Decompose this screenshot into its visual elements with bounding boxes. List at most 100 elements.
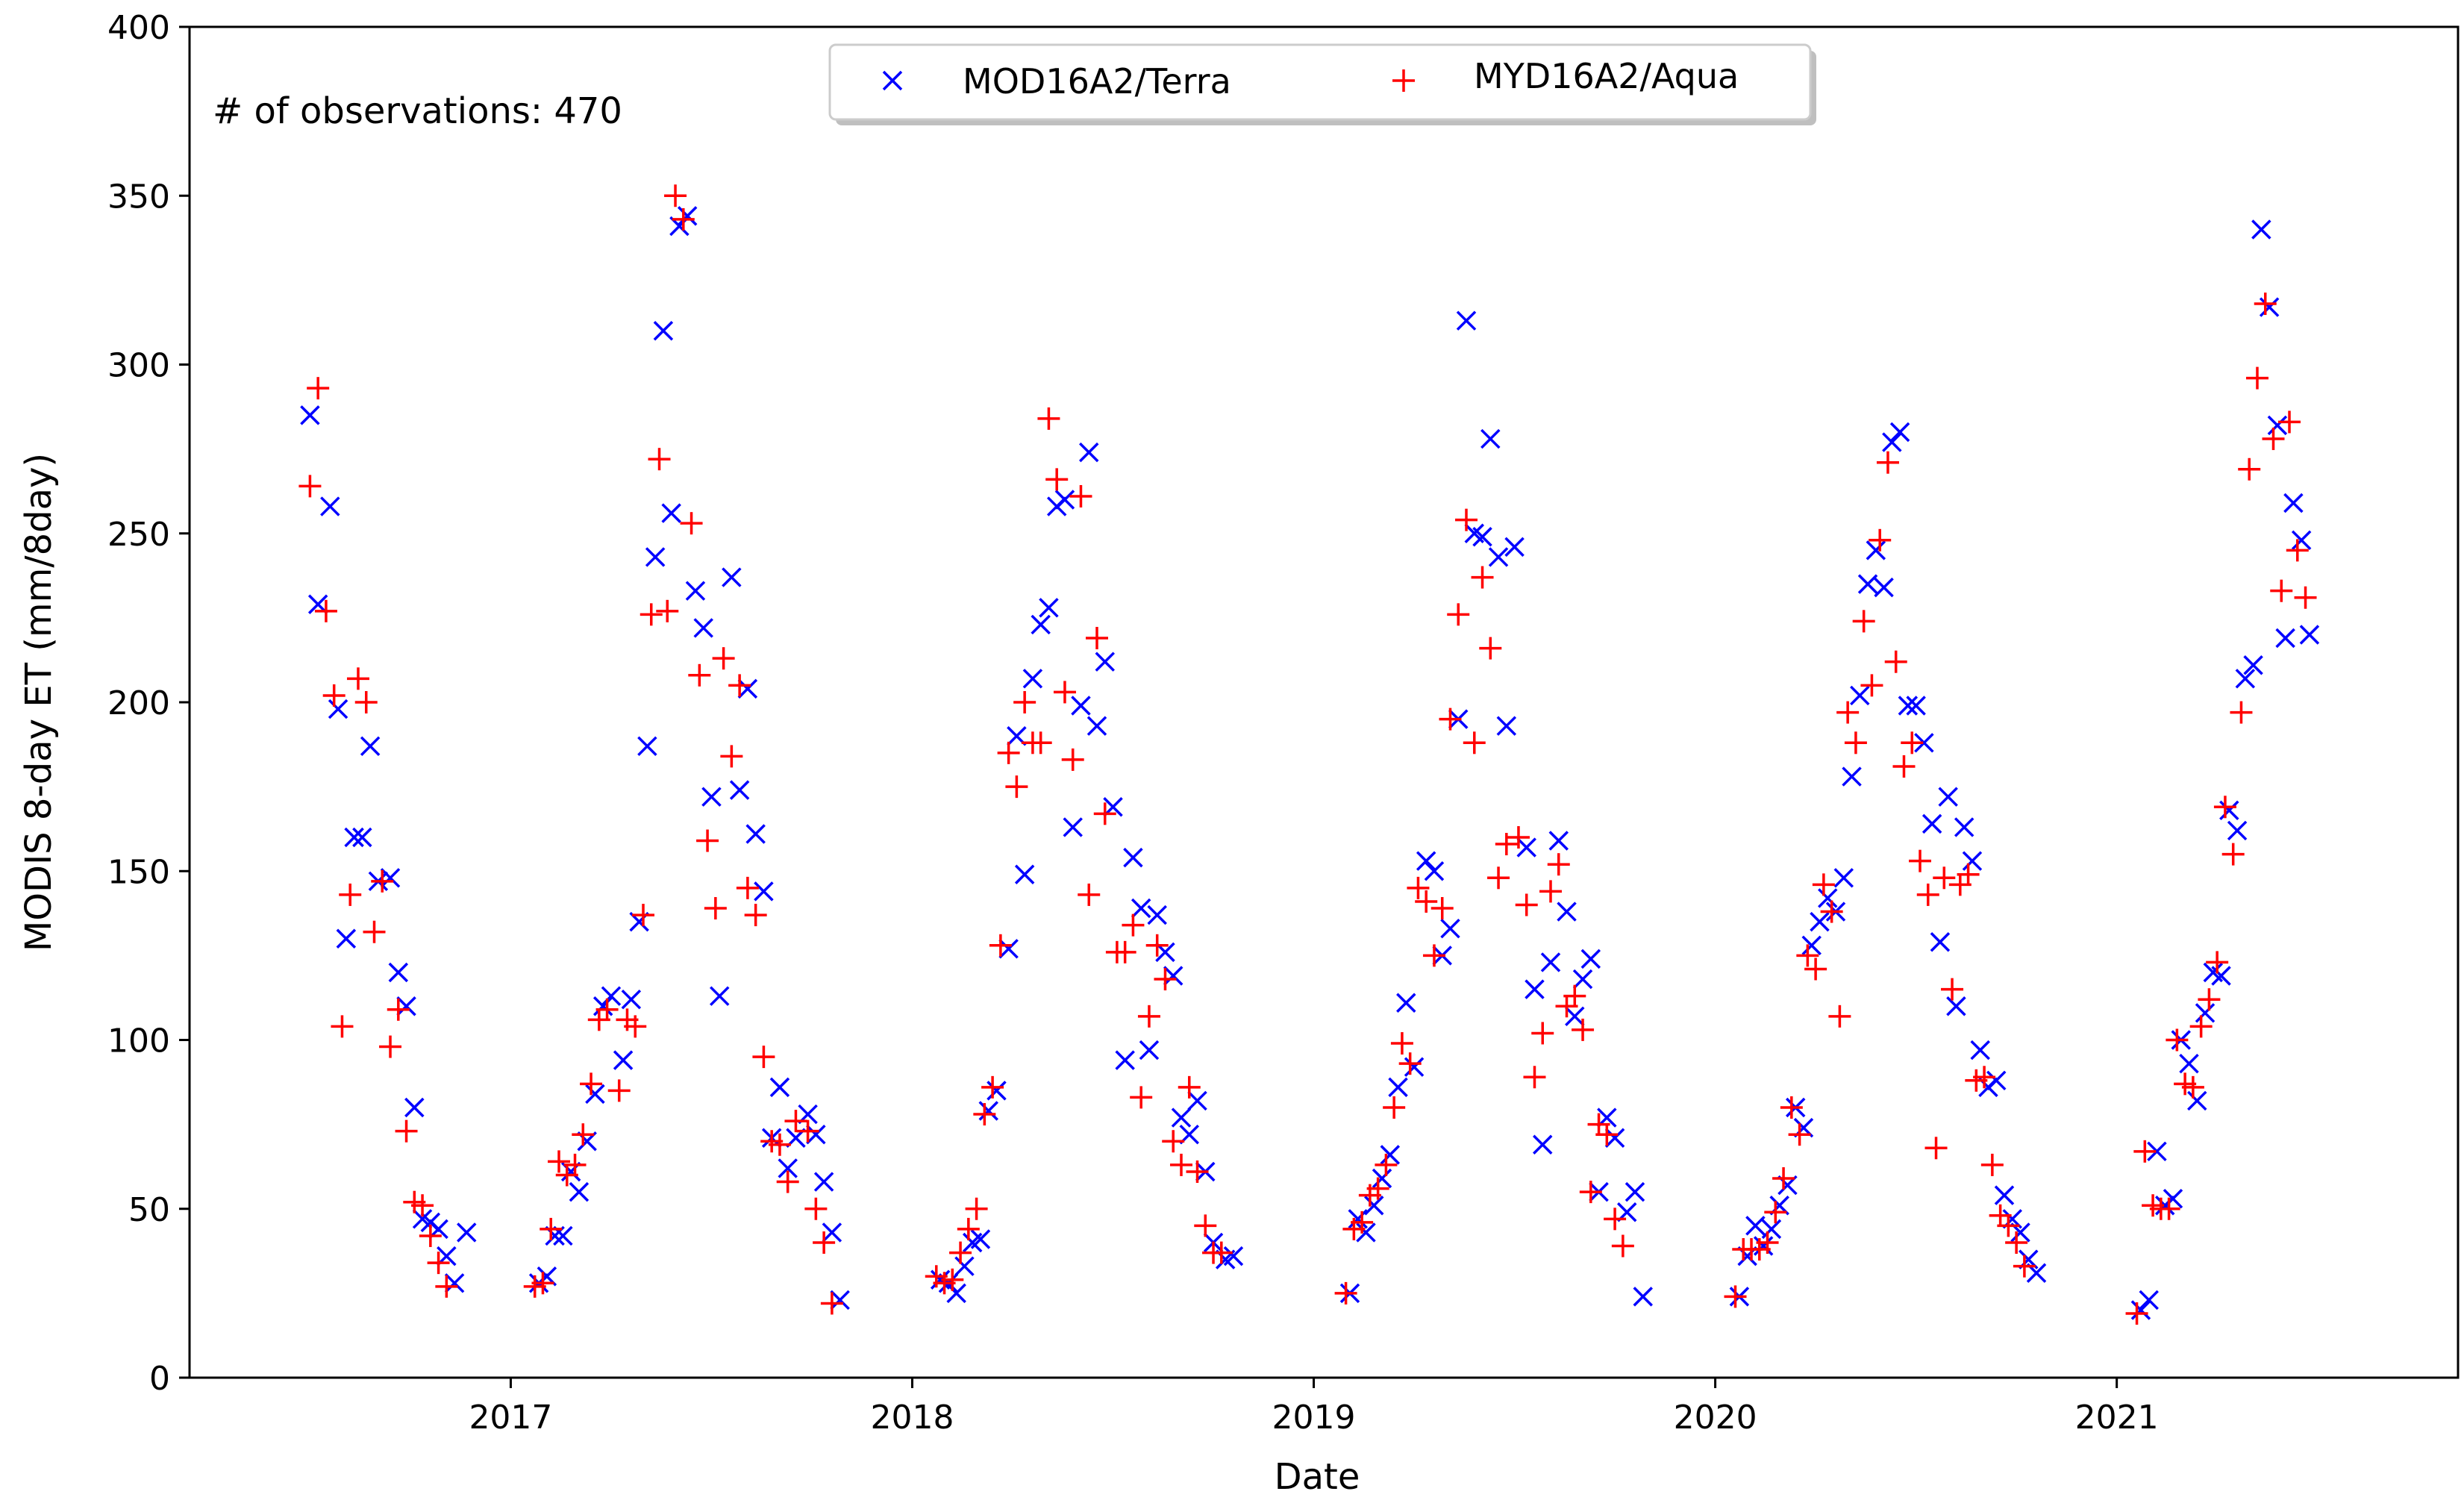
aqua-point (1407, 876, 1430, 899)
terra-point (300, 405, 320, 425)
terra-point (1866, 540, 1886, 560)
terra-point (1604, 1128, 1625, 1148)
terra-point (1633, 1287, 1653, 1307)
terra-point (1994, 1185, 2015, 1205)
terra-point (729, 780, 750, 800)
y-tick-label: 100 (107, 1022, 170, 1060)
aqua-point (1154, 968, 1177, 991)
terra-point (1039, 598, 1059, 618)
observation-count-annotation: # of observations: 470 (213, 90, 622, 132)
aqua-point (435, 1275, 458, 1298)
aqua-point (427, 1252, 450, 1275)
terra-point (2139, 1290, 2159, 1310)
aqua-point (1515, 893, 1538, 916)
terra-point (592, 996, 613, 1016)
terra-point (320, 496, 340, 516)
terra-point (1572, 969, 1593, 990)
terra-point (2275, 628, 2295, 649)
aqua-point (1122, 913, 1145, 937)
terra-point (1962, 851, 1983, 871)
aqua-point (1892, 755, 1916, 778)
aqua-point (1398, 1052, 1422, 1075)
aqua-point (540, 1217, 563, 1240)
aqua-point (1390, 1032, 1413, 1055)
terra-point (2299, 625, 2320, 645)
terra-point (1054, 490, 1075, 510)
legend-aqua-marker (1392, 69, 1415, 92)
terra-point (1488, 547, 1509, 567)
aqua-point (1086, 627, 1108, 650)
aqua-point (768, 1133, 791, 1156)
aqua-point (1844, 731, 1867, 755)
aqua-point (2221, 843, 2245, 866)
terra-point (2147, 1141, 2167, 1162)
aqua-point (1780, 1096, 1803, 1119)
terra-point (998, 939, 1019, 959)
aqua-point (1924, 1137, 1948, 1160)
terra-point (813, 1172, 834, 1192)
aqua-point (2181, 1075, 2204, 1099)
terra-point (1086, 716, 1107, 736)
aqua-point (2157, 1197, 2180, 1220)
aqua-point (1487, 866, 1510, 890)
terra-point (1372, 1168, 1392, 1189)
terra-point (2235, 669, 2256, 689)
aqua-point (1901, 731, 1924, 755)
aqua-point (1507, 826, 1530, 849)
terra-point (778, 1158, 798, 1178)
aqua-point (704, 897, 727, 920)
terra-point (1889, 422, 1910, 443)
aqua-point (1029, 731, 1052, 755)
aqua-point (1415, 890, 1438, 913)
terra-point (1480, 428, 1501, 449)
terra-point (946, 1283, 966, 1304)
terra-point (1938, 787, 1958, 807)
aqua-point (548, 1150, 571, 1173)
terra-point (1946, 996, 1966, 1016)
terra-point (822, 1222, 842, 1243)
aqua-point (813, 1231, 836, 1254)
terra-point (2195, 1003, 2216, 1023)
aqua-point (314, 599, 337, 622)
terra-point (2283, 493, 2304, 513)
terra-point (1139, 1040, 1160, 1060)
aqua-point (346, 667, 369, 690)
aqua-point (572, 1123, 595, 1146)
terra-point (1818, 888, 1838, 908)
aqua-point (2005, 1231, 2028, 1254)
x-tick-label: 2018 (871, 1399, 954, 1437)
aqua-point (1523, 1066, 1546, 1089)
terra-point (661, 503, 681, 523)
aqua-point (1836, 701, 1860, 724)
aqua-point (1194, 1214, 1217, 1237)
aqua-point (2278, 410, 2301, 434)
terra-point (1123, 847, 1143, 868)
aqua-point (1820, 900, 1843, 923)
terra-point (352, 827, 372, 848)
terra-point (1504, 537, 1525, 557)
aqua-point (1145, 934, 1169, 957)
aqua-point (672, 207, 695, 231)
terra-point (1914, 733, 1934, 753)
terra-point (1356, 1222, 1376, 1243)
terra-point (1440, 918, 1460, 939)
aqua-point (1572, 1018, 1595, 1041)
aqua-point (1884, 650, 1907, 673)
aqua-point (1852, 610, 1875, 633)
aqua-point (1796, 944, 1819, 967)
x-tick-label: 2019 (1272, 1399, 1356, 1437)
series-aqua (298, 184, 2317, 1325)
x-tick-label: 2017 (469, 1399, 552, 1437)
aqua-point (331, 1015, 354, 1038)
aqua-point (531, 1272, 554, 1295)
aqua-point (607, 1079, 631, 1102)
aqua-point (1430, 897, 1454, 920)
aqua-point (298, 475, 322, 498)
aqua-point (1812, 873, 1835, 896)
aqua-point (1186, 1160, 1209, 1183)
aqua-point (419, 1224, 442, 1247)
aqua-point (1471, 566, 1494, 589)
terra-point (701, 787, 722, 807)
terra-point (2267, 415, 2288, 436)
data-marks (298, 184, 2320, 1325)
